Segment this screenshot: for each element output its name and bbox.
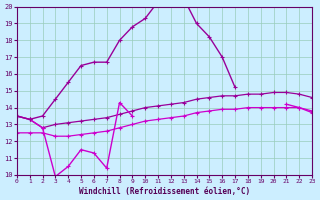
X-axis label: Windchill (Refroidissement éolien,°C): Windchill (Refroidissement éolien,°C)	[79, 187, 250, 196]
